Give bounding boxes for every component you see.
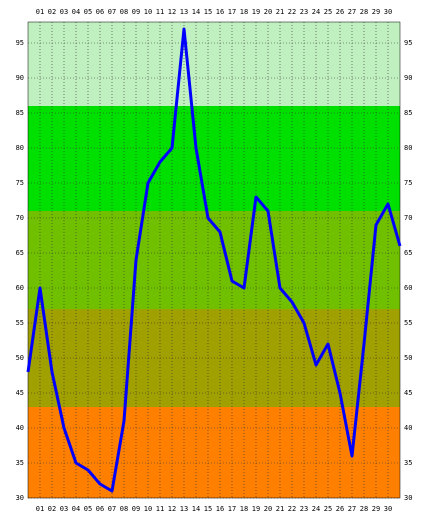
x-tick-label: 22 — [288, 8, 296, 16]
x-tick-label: 26 — [336, 8, 344, 16]
x-tick-label-bottom: 26 — [336, 505, 344, 513]
y-tick-label-right: 75 — [404, 179, 412, 187]
x-tick-label-bottom: 25 — [324, 505, 332, 513]
x-tick-label-bottom: 17 — [228, 505, 236, 513]
x-tick-label: 14 — [192, 8, 200, 16]
x-tick-label: 13 — [180, 8, 188, 16]
x-tick-label-bottom: 22 — [288, 505, 296, 513]
x-tick-label: 06 — [96, 8, 104, 16]
x-tick-label: 28 — [360, 8, 368, 16]
x-tick-label: 20 — [264, 8, 272, 16]
x-tick-label-bottom: 05 — [84, 505, 92, 513]
y-tick-label-right: 80 — [404, 144, 412, 152]
x-tick-label-bottom: 21 — [276, 505, 284, 513]
y-tick-label: 95 — [16, 39, 24, 47]
y-tick-label: 50 — [16, 354, 24, 362]
x-tick-label: 17 — [228, 8, 236, 16]
x-tick-label-bottom: 04 — [72, 505, 80, 513]
band — [28, 211, 400, 309]
x-tick-label: 24 — [312, 8, 320, 16]
x-tick-label-bottom: 27 — [348, 505, 356, 513]
x-tick-label: 19 — [252, 8, 260, 16]
y-tick-label-right: 70 — [404, 214, 412, 222]
x-tick-label: 01 — [36, 8, 44, 16]
y-tick-label: 75 — [16, 179, 24, 187]
x-tick-label-bottom: 12 — [168, 505, 176, 513]
x-tick-label: 30 — [384, 8, 392, 16]
x-tick-label: 10 — [144, 8, 152, 16]
x-tick-label: 09 — [132, 8, 140, 16]
x-tick-label-bottom: 11 — [156, 505, 164, 513]
y-tick-label-right: 40 — [404, 424, 412, 432]
x-tick-label: 07 — [108, 8, 116, 16]
y-tick-label: 80 — [16, 144, 24, 152]
y-tick-label-right: 65 — [404, 249, 412, 257]
y-tick-label-right: 95 — [404, 39, 412, 47]
x-tick-label-bottom: 30 — [384, 505, 392, 513]
y-tick-label: 70 — [16, 214, 24, 222]
x-tick-label-bottom: 10 — [144, 505, 152, 513]
y-tick-label: 85 — [16, 109, 24, 117]
x-tick-label-bottom: 13 — [180, 505, 188, 513]
x-tick-label-bottom: 28 — [360, 505, 368, 513]
x-tick-label-bottom: 19 — [252, 505, 260, 513]
x-tick-label: 02 — [48, 8, 56, 16]
x-tick-label: 12 — [168, 8, 176, 16]
y-tick-label: 40 — [16, 424, 24, 432]
y-tick-label-right: 60 — [404, 284, 412, 292]
x-tick-label: 25 — [324, 8, 332, 16]
x-tick-label: 08 — [120, 8, 128, 16]
band — [28, 106, 400, 211]
y-tick-label-right: 45 — [404, 389, 412, 397]
y-tick-label: 30 — [16, 494, 24, 502]
x-tick-label: 03 — [60, 8, 68, 16]
x-tick-label-bottom: 14 — [192, 505, 200, 513]
y-tick-label-right: 85 — [404, 109, 412, 117]
x-tick-label-bottom: 29 — [372, 505, 380, 513]
x-tick-label: 11 — [156, 8, 164, 16]
x-tick-label-bottom: 24 — [312, 505, 320, 513]
x-tick-label-bottom: 23 — [300, 505, 308, 513]
band — [28, 407, 400, 498]
y-tick-label: 90 — [16, 74, 24, 82]
x-tick-label-bottom: 01 — [36, 505, 44, 513]
x-tick-label: 15 — [204, 8, 212, 16]
x-tick-label: 23 — [300, 8, 308, 16]
data-line — [26, 27, 402, 493]
y-tick-label: 35 — [16, 459, 24, 467]
x-tick-label-bottom: 02 — [48, 505, 56, 513]
x-tick-label: 05 — [84, 8, 92, 16]
x-tick-label-bottom: 16 — [216, 505, 224, 513]
x-tick-label-bottom: 20 — [264, 505, 272, 513]
y-tick-label: 60 — [16, 284, 24, 292]
x-tick-label: 21 — [276, 8, 284, 16]
x-tick-label-bottom: 09 — [132, 505, 140, 513]
y-tick-label-right: 30 — [404, 494, 412, 502]
y-tick-label: 45 — [16, 389, 24, 397]
y-tick-label: 55 — [16, 319, 24, 327]
x-tick-label: 04 — [72, 8, 80, 16]
x-tick-label-bottom: 06 — [96, 505, 104, 513]
x-tick-label: 27 — [348, 8, 356, 16]
y-tick-label-right: 35 — [404, 459, 412, 467]
x-tick-label-bottom: 03 — [60, 505, 68, 513]
y-tick-label-right: 55 — [404, 319, 412, 327]
x-tick-label-bottom: 07 — [108, 505, 116, 513]
x-tick-label-bottom: 08 — [120, 505, 128, 513]
y-tick-label-right: 50 — [404, 354, 412, 362]
x-tick-label: 29 — [372, 8, 380, 16]
x-tick-label: 16 — [216, 8, 224, 16]
y-tick-label: 65 — [16, 249, 24, 257]
y-tick-label-right: 90 — [404, 74, 412, 82]
x-tick-label: 18 — [240, 8, 248, 16]
x-tick-label-bottom: 18 — [240, 505, 248, 513]
band — [28, 22, 400, 106]
plot-frame — [27, 21, 401, 499]
x-tick-label-bottom: 15 — [204, 505, 212, 513]
